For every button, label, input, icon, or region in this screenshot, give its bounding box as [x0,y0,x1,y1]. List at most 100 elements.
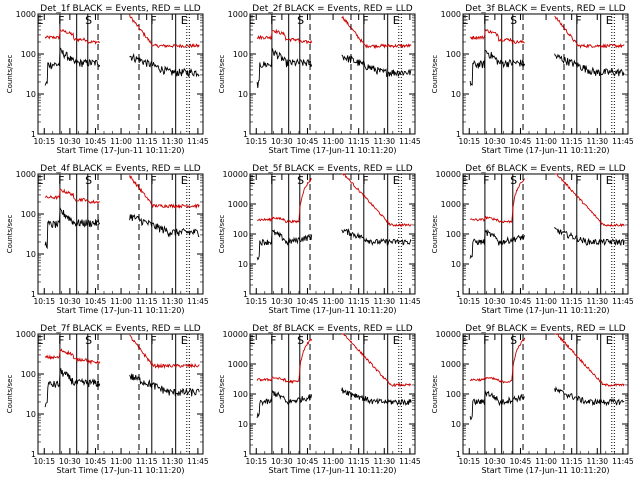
event-marker: E [393,334,400,347]
x-tick-label: 11:30 [161,457,183,466]
event-marker: E [249,334,256,347]
events-series-line [256,229,313,261]
x-tick-label: 11:00 [322,297,344,306]
event-marker: F [58,174,64,187]
x-tick-label: 11:45 [612,137,634,146]
y-axis-title: Counts/sec [6,55,14,94]
events-series-line [341,54,412,78]
x-tick-label: 10:30 [59,297,81,306]
y-tick-label: 100 [446,390,461,399]
panel-4: Det_4f BLACK = Events, RED = LLD Start Ti… [6,164,209,315]
y-tick-label: 1 [456,130,461,139]
event-marker: F [58,14,64,27]
x-tick-label: 10:45 [510,297,532,306]
panel-5: Det_5f BLACK = Events, RED = LLD Start Ti… [218,164,421,315]
panel-title: Det_6f BLACK = Events, RED = LLD [465,164,625,174]
lld-series-line [469,178,526,224]
event-marker: S [510,174,517,187]
event-marker: S [85,174,92,187]
y-tick-label: 10 [26,250,36,259]
x-axis-title: Start Time (17-Jun-11 10:11:20) [482,306,610,315]
y-tick-label: 1000 [16,10,36,19]
event-marker: S [297,334,304,347]
event-marker: E [37,334,44,347]
y-tick-label: 100 [21,210,36,219]
event-marker: E [606,14,613,27]
plot-frame [37,333,204,455]
event-marker: E [37,14,44,27]
lld-series-line [256,177,312,224]
events-series-line [44,207,101,250]
y-tick-label: 10000 [436,170,461,179]
event-marker: E [462,174,469,187]
x-tick-label: 11:45 [399,297,421,306]
panel-8: Det_8f BLACK = Events, RED = LLD Start Ti… [218,324,421,475]
y-tick-label: 1000 [228,200,248,209]
events-series-line [469,390,526,421]
event-marker: E [606,334,613,347]
x-tick-label: 11:00 [322,457,344,466]
lld-series-line [44,348,101,366]
y-tick-label: 1 [31,450,36,459]
x-tick-label: 11:30 [586,457,608,466]
panel-title: Det_2f BLACK = Events, RED = LLD [252,4,412,14]
x-tick-label: 10:30 [271,137,293,146]
event-marker: E [181,334,188,347]
x-tick-label: 11:15 [561,297,583,306]
x-tick-label: 11:00 [322,137,344,146]
y-tick-label: 1 [31,290,36,299]
x-tick-label: 11:00 [110,457,132,466]
lld-series-line [129,175,200,209]
y-tick-label: 1 [456,450,461,459]
x-tick-label: 10:45 [85,137,107,146]
y-tick-label: 10000 [223,330,248,339]
x-tick-label: 11:15 [561,137,583,146]
x-axis-title: Start Time (17-Jun-11 10:11:20) [57,146,185,155]
event-marker: F [362,174,368,187]
x-tick-label: 10:45 [297,297,319,306]
x-tick-label: 10:30 [484,297,506,306]
events-series-line [44,368,101,408]
x-tick-label: 10:15 [33,137,55,146]
event-marker: E [249,174,256,187]
x-tick-label: 10:30 [271,457,293,466]
y-axis-title: Counts/sec [218,215,226,254]
event-marker: E [37,174,44,187]
events-series-line [256,47,313,89]
event-marker: F [483,174,489,187]
x-tick-label: 10:30 [59,137,81,146]
x-tick-label: 11:45 [399,457,421,466]
x-axis-title: Start Time (17-Jun-11 10:11:20) [269,306,397,315]
y-axis-title: Counts/sec [6,215,14,254]
y-tick-label: 100 [233,390,248,399]
y-tick-label: 10 [238,90,248,99]
y-tick-label: 1000 [228,10,248,19]
panel-1: Det_1f BLACK = Events, RED = LLD Start Ti… [6,4,209,155]
y-axis-title: Counts/sec [431,375,439,414]
event-marker: S [510,334,517,347]
x-tick-label: 10:15 [245,457,267,466]
y-axis-title: Counts/sec [6,375,14,414]
panel-title: Det_8f BLACK = Events, RED = LLD [252,324,412,334]
x-tick-label: 10:45 [297,137,319,146]
x-tick-label: 10:30 [484,457,506,466]
x-axis-title: Start Time (17-Jun-11 10:11:20) [482,466,610,475]
y-tick-label: 1 [243,130,248,139]
lld-series-line [469,337,526,384]
x-tick-label: 11:45 [399,137,421,146]
y-tick-label: 1000 [441,200,461,209]
event-marker: F [150,174,156,187]
x-axis-title: Start Time (17-Jun-11 10:11:20) [57,306,185,315]
y-axis-title: Counts/sec [218,55,226,94]
panel-title: Det_7f BLACK = Events, RED = LLD [40,324,200,334]
x-tick-label: 11:45 [187,137,209,146]
x-tick-label: 10:45 [510,137,532,146]
x-tick-label: 11:00 [535,137,557,146]
event-marker: E [462,14,469,27]
x-tick-label: 10:15 [458,297,480,306]
y-tick-label: 10 [451,90,461,99]
lld-series-line [44,187,100,205]
lld-series-line [129,14,200,49]
panel-title: Det_1f BLACK = Events, RED = LLD [40,4,200,14]
panel-7: Det_7f BLACK = Events, RED = LLD Start Ti… [6,324,209,475]
